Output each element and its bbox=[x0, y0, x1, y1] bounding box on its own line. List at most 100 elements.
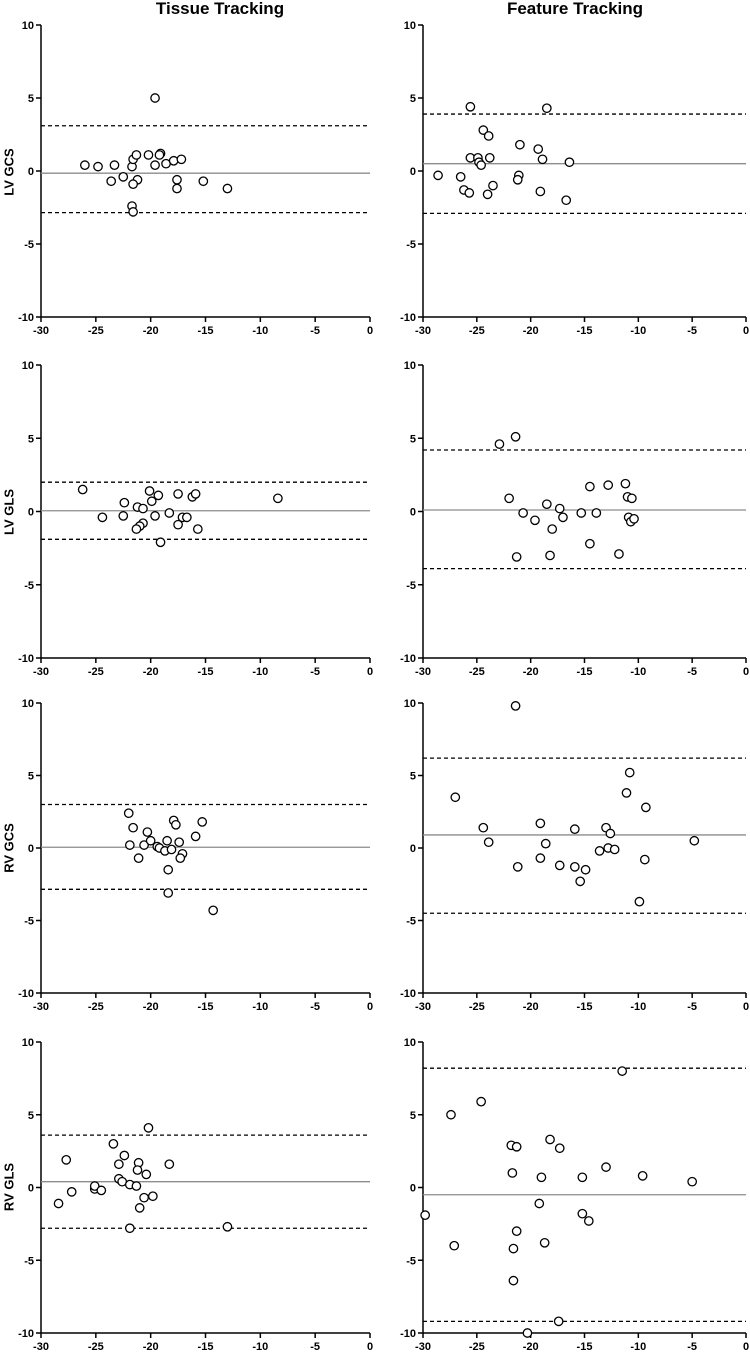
data-point bbox=[580, 864, 591, 875]
x-tick-label: -30 bbox=[415, 666, 431, 678]
data-point bbox=[192, 524, 203, 534]
data-point bbox=[143, 1122, 154, 1133]
data-point bbox=[536, 1172, 547, 1183]
x-tick-label: 0 bbox=[367, 325, 373, 337]
y-tick-label: -5 bbox=[24, 580, 34, 592]
data-point bbox=[464, 188, 475, 198]
x-tick-label: -15 bbox=[198, 666, 214, 678]
x-tick-label: -15 bbox=[198, 1001, 214, 1013]
y-tick-label: 5 bbox=[410, 1110, 416, 1122]
x-tick-label: -20 bbox=[523, 1001, 539, 1013]
data-point bbox=[273, 493, 283, 504]
data-point bbox=[511, 552, 522, 562]
data-point bbox=[146, 496, 157, 507]
data-point bbox=[134, 1203, 145, 1213]
x-tick-label: -30 bbox=[33, 666, 49, 678]
y-tick-label: 10 bbox=[404, 360, 416, 372]
data-point bbox=[190, 489, 201, 499]
data-point bbox=[131, 1181, 142, 1191]
data-point bbox=[150, 511, 160, 521]
data-point bbox=[639, 854, 650, 865]
x-tick-label: -10 bbox=[630, 1001, 646, 1013]
data-point bbox=[455, 171, 466, 182]
data-point bbox=[569, 824, 580, 835]
data-point bbox=[89, 1181, 100, 1191]
data-point bbox=[540, 838, 551, 849]
x-tick-label: -5 bbox=[687, 1001, 697, 1013]
data-point bbox=[476, 160, 486, 171]
data-point bbox=[510, 701, 521, 711]
data-point bbox=[208, 905, 219, 916]
data-point bbox=[558, 512, 568, 523]
data-point bbox=[478, 822, 489, 833]
data-point bbox=[554, 860, 565, 871]
x-tick-label: -5 bbox=[310, 1001, 320, 1013]
y-tick-label: 5 bbox=[410, 433, 416, 445]
data-point bbox=[541, 499, 552, 510]
y-tick-label: -5 bbox=[406, 580, 416, 592]
y-tick-label: -5 bbox=[406, 1255, 416, 1267]
x-tick-label: -5 bbox=[687, 325, 697, 337]
y-tick-label: 0 bbox=[410, 166, 416, 178]
x-tick-label: -10 bbox=[252, 1341, 268, 1352]
data-point bbox=[537, 154, 548, 165]
data-point bbox=[512, 861, 523, 872]
x-tick-label: -5 bbox=[687, 666, 697, 678]
data-point bbox=[128, 179, 138, 189]
data-point bbox=[561, 195, 572, 206]
column-title-feature-tracking: Feature Tracking bbox=[506, 0, 644, 18]
x-tick-label: -20 bbox=[143, 1341, 159, 1352]
data-point bbox=[515, 139, 525, 150]
y-tick-label: 0 bbox=[410, 507, 416, 519]
x-tick-label: -20 bbox=[143, 666, 159, 678]
data-point bbox=[508, 1275, 519, 1286]
data-point bbox=[530, 515, 540, 526]
y-tick-label: 0 bbox=[410, 1183, 416, 1195]
data-point bbox=[614, 549, 624, 559]
data-point bbox=[510, 431, 521, 442]
data-point bbox=[131, 150, 142, 160]
data-point bbox=[128, 822, 138, 833]
data-point bbox=[118, 171, 129, 182]
y-tick-label: -10 bbox=[18, 988, 34, 1000]
data-point bbox=[144, 486, 155, 496]
data-point bbox=[66, 1187, 77, 1197]
data-point bbox=[450, 792, 461, 803]
y-tick-label: 5 bbox=[28, 771, 34, 783]
data-point bbox=[585, 538, 595, 549]
x-tick-label: -20 bbox=[143, 325, 159, 337]
data-point bbox=[197, 817, 208, 827]
data-point bbox=[155, 537, 166, 548]
x-tick-label: -10 bbox=[252, 1001, 268, 1013]
data-point bbox=[465, 101, 476, 112]
data-point bbox=[689, 835, 700, 846]
data-point bbox=[118, 511, 129, 521]
data-point bbox=[420, 1210, 431, 1220]
data-point bbox=[641, 802, 651, 813]
data-point bbox=[545, 550, 555, 561]
data-point bbox=[577, 1208, 588, 1219]
data-point bbox=[61, 1155, 72, 1165]
data-point bbox=[114, 1159, 124, 1170]
data-point bbox=[634, 896, 645, 907]
y-tick-label: 0 bbox=[28, 166, 34, 178]
y-tick-label: -10 bbox=[400, 1328, 416, 1340]
data-point bbox=[575, 876, 586, 887]
data-point bbox=[109, 160, 120, 171]
y-tick-label: 10 bbox=[404, 698, 416, 710]
column-title-tissue-tracking: Tissue Tracking bbox=[155, 0, 285, 18]
x-tick-label: -20 bbox=[523, 325, 539, 337]
data-point bbox=[629, 513, 639, 524]
y-tick-label: -5 bbox=[24, 1255, 34, 1267]
data-point bbox=[124, 1223, 135, 1234]
data-point bbox=[594, 846, 605, 856]
x-tick-label: 0 bbox=[367, 666, 373, 678]
x-tick-label: -15 bbox=[577, 1341, 593, 1352]
data-point bbox=[163, 864, 174, 875]
x-tick-label: -10 bbox=[630, 1341, 646, 1352]
data-point bbox=[150, 93, 160, 103]
